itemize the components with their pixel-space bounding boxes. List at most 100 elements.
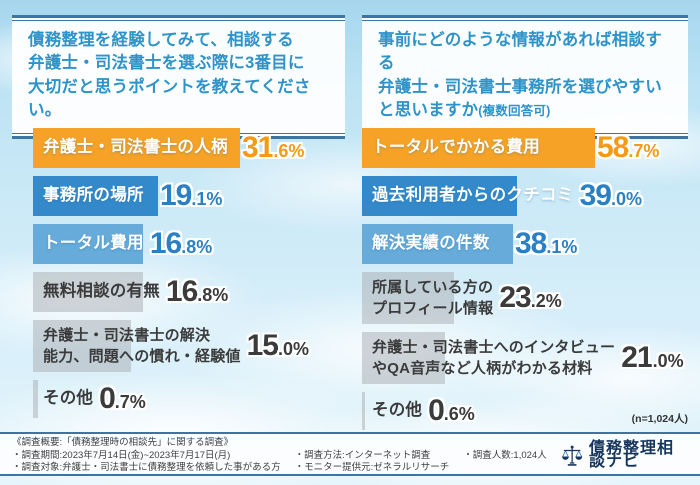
bar-fill — [33, 380, 38, 418]
bar-label: その他 — [43, 388, 93, 409]
bar-row: 事務所の場所 19.1% — [33, 176, 348, 216]
bar-value: 16.8% — [150, 227, 212, 261]
bar-value: 39.0% — [580, 179, 642, 213]
bar-row: その他 0.6% — [362, 392, 692, 430]
bar-value-integer: 15 — [246, 329, 279, 362]
bar-value-fraction: .6% — [443, 404, 475, 424]
bar-row: トータルでかかる費用 58.7% — [362, 128, 692, 168]
justice-scales-icon — [561, 445, 582, 466]
bar-label: 無料相談の有無 — [43, 281, 160, 302]
survey-target: ・調査対象:弁護士・司法書士に債務整理を依頼した事がある方 — [12, 462, 281, 473]
bar-label: 弁護士・司法書士へのインタビュー やQA音声など人柄がわかる材料 — [372, 337, 615, 379]
left-question-line2: 弁護士・司法書士を選ぶ際に3番目に — [28, 54, 305, 73]
bar-fill — [362, 128, 595, 168]
bar-label-line: プロフィール情報 — [372, 300, 494, 317]
bar-fill — [33, 176, 158, 216]
bar-label-line: トータル費用 — [43, 234, 144, 253]
bar-label-line: 無料相談の有無 — [43, 282, 160, 301]
bar-content: トータルでかかる費用 58.7% — [362, 131, 659, 165]
right-question-line2: 弁護士・司法書士事務所を選びやすい — [378, 77, 662, 96]
right-question-line3: と思いますか(複数回答可) — [378, 101, 551, 120]
bar-row: トータル費用 16.8% — [33, 224, 348, 264]
brand-logo: 債務整理相談ナビ — [561, 441, 690, 471]
bar-value-integer: 19 — [160, 179, 192, 212]
bar-value-fraction: .8% — [197, 285, 229, 305]
bar-value-fraction: .6% — [273, 141, 305, 161]
survey-count: ・調査人数:1,024人 — [463, 449, 547, 461]
bar-value: 0.6% — [428, 394, 475, 428]
bar-value: 19.1% — [160, 179, 222, 213]
bar-content: 弁護士・司法書士へのインタビュー やQA音声など人柄がわかる材料 21.0% — [362, 337, 684, 379]
survey-footer-grid: 《調査概要:「債務整理時の相談先」に関する調査》 ・調査期間:2023年7月14… — [12, 437, 690, 475]
bar-value-integer: 16 — [149, 227, 182, 260]
bar-value-integer: 21 — [621, 341, 653, 374]
survey-footer: 《調査概要:「債務整理時の相談先」に関する調査》 ・調査期間:2023年7月14… — [0, 432, 700, 476]
bar-label: 解決実績の件数 — [372, 233, 509, 254]
bar-label-line: やQA音声など人柄がわかる材料 — [372, 360, 593, 377]
bar-value-fraction: .0% — [652, 351, 684, 371]
sample-size-note: (n=1,024人) — [631, 413, 688, 425]
right-question-line1: 事前にどのような情報があれば相談する — [378, 31, 662, 73]
survey-overview: 《調査概要:「債務整理時の相談先」に関する調査》 — [12, 437, 234, 448]
bar-label: 弁護士・司法書士の人柄 — [43, 137, 236, 158]
bar-value-fraction: .1% — [546, 237, 578, 257]
bar-label-line: 弁護士・司法書士の人柄 — [43, 138, 228, 157]
bar-value-integer: 16 — [165, 275, 198, 308]
bar-row: その他 0.7% — [33, 380, 348, 418]
bar-value: 23.2% — [499, 281, 561, 315]
bar-content: その他 0.6% — [362, 394, 475, 428]
bar-value: 38.1% — [515, 227, 577, 261]
bar-value-integer: 31 — [242, 131, 274, 164]
bar-fill — [362, 224, 513, 264]
bar-label-line: その他 — [372, 401, 423, 420]
bar-content: その他 0.7% — [33, 382, 146, 416]
right-bars-list: トータルでかかる費用 58.7% 過去利用者からのクチコミ 39.0% 解決実績の件数 3… — [362, 128, 692, 430]
bar-label: トータルでかかる費用 — [372, 137, 591, 158]
bar-label: 弁護士・司法書士の解決 能力、問題への慣れ・経験値 — [43, 325, 241, 367]
bar-fill — [362, 176, 517, 216]
bar-value-integer: 39 — [579, 179, 612, 212]
survey-method: ・調査方法:インターネット調査 — [294, 449, 431, 461]
left-bars-list: 弁護士・司法書士の人柄 31.6% 事務所の場所 19.1% トータル費用 16.8% 無料… — [33, 128, 348, 418]
right-question-box: 事前にどのような情報があれば相談する 弁護士・司法書士事務所を選びやすい と思い… — [362, 15, 688, 139]
bar-label-line: 解決実績の件数 — [372, 234, 490, 253]
bar-label: 過去利用者からのクチコミ — [372, 185, 574, 206]
bar-content: 事務所の場所 19.1% — [33, 179, 222, 213]
bar-content: 解決実績の件数 38.1% — [362, 227, 577, 261]
left-question-box: 債務整理を経験してみて、相談する 弁護士・司法書士を選ぶ際に3番目に 大切だと思… — [12, 15, 345, 139]
bar-value-fraction: .0% — [610, 189, 643, 209]
bar-value-fraction: .8% — [181, 237, 213, 257]
bar-value: 16.8% — [166, 275, 228, 309]
survey-monitor: ・モニター提供元:ゼネラルリサーチ — [294, 462, 450, 473]
bar-label-line: 弁護士・司法書士へのインタビュー — [372, 339, 616, 356]
bar-value-fraction: .0% — [277, 339, 310, 359]
bar-content: 無料相談の有無 16.8% — [33, 275, 228, 309]
bar-content: 弁護士・司法書士の人柄 31.6% — [33, 131, 304, 165]
bar-row: 所属している方の プロフィール情報 23.2% — [362, 272, 692, 324]
left-question-inner: 債務整理を経験してみて、相談する 弁護士・司法書士を選ぶ際に3番目に 大切だと思… — [12, 20, 345, 134]
bar-value-fraction: .7% — [628, 141, 660, 161]
multiple-answers-note: (複数回答可) — [478, 104, 551, 119]
bar-value-integer: 38 — [515, 227, 547, 260]
bar-value-integer: 23 — [499, 281, 531, 314]
brand-logo-text: 債務整理相談ナビ — [588, 440, 674, 470]
bar-label-line: 能力、問題への慣れ・経験値 — [43, 348, 241, 365]
bar-label-line: 所属している方の — [372, 279, 494, 296]
bar-row: 弁護士・司法書士へのインタビュー やQA音声など人柄がわかる材料 21.0% — [362, 332, 692, 384]
bar-label: 所属している方の プロフィール情報 — [372, 277, 493, 319]
bar-value: 58.7% — [597, 131, 659, 165]
right-question-inner: 事前にどのような情報があれば相談する 弁護士・司法書士事務所を選びやすい と思い… — [362, 20, 688, 134]
bar-value: 31.6% — [242, 131, 304, 165]
bar-content: 過去利用者からのクチコミ 39.0% — [362, 179, 642, 213]
bar-fill — [33, 224, 143, 264]
bar-label: その他 — [372, 400, 422, 421]
bar-content: 弁護士・司法書士の解決 能力、問題への慣れ・経験値 15.0% — [33, 325, 309, 367]
bar-value: 21.0% — [621, 341, 683, 375]
survey-period: ・調査期間:2023年7月14日(金)~2023年7月17日(月) — [12, 449, 231, 461]
bar-value: 0.7% — [99, 382, 146, 416]
bar-value-fraction: .7% — [114, 392, 146, 412]
bar-value-integer: 0 — [428, 394, 445, 427]
bar-label-line: トータルでかかる費用 — [372, 138, 540, 157]
bar-label-line: その他 — [43, 389, 94, 408]
bar-value-fraction: .2% — [530, 291, 562, 311]
